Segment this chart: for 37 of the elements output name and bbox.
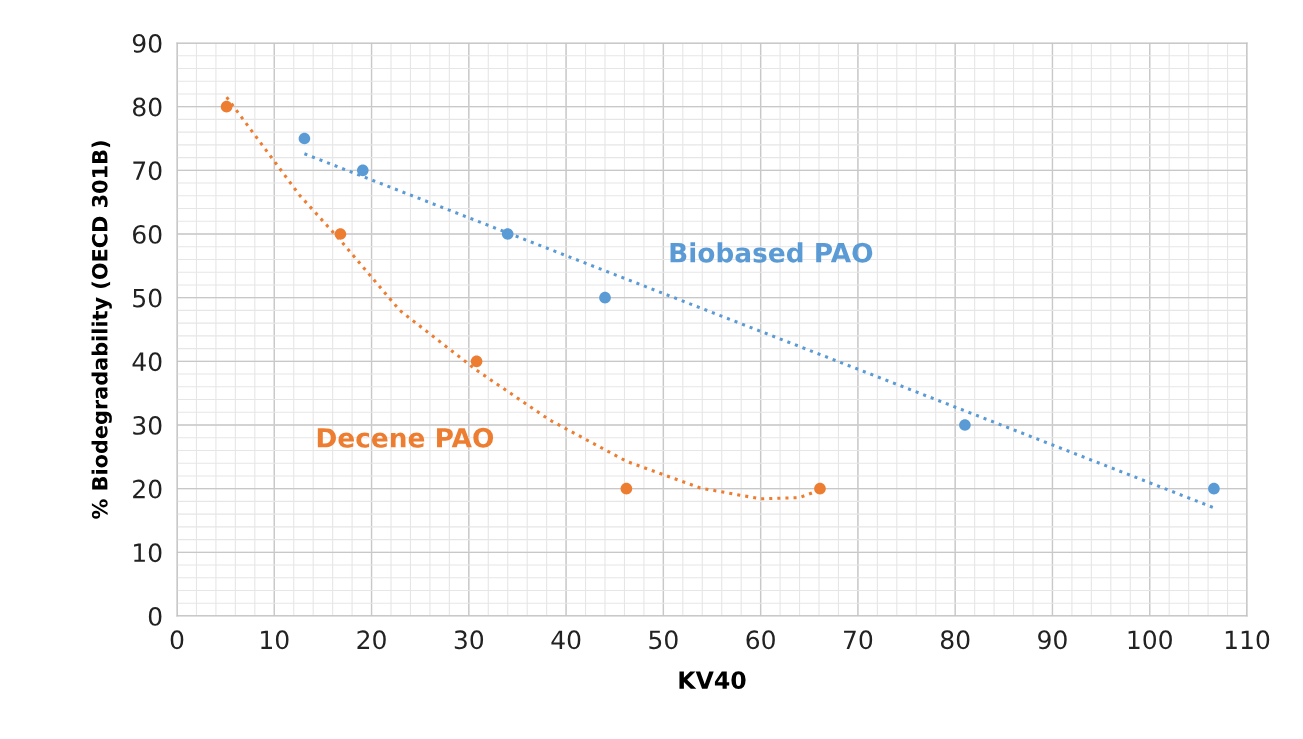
point <box>470 355 483 368</box>
x-tick-label: 30 <box>454 630 484 650</box>
text: Decene PAO <box>317 427 494 448</box>
x-tick-label: 50 <box>649 630 678 650</box>
point <box>620 482 633 495</box>
point <box>599 291 611 304</box>
y-tick-label: 30 <box>133 415 162 435</box>
x-tick-label: 20 <box>357 630 386 650</box>
x-tick-label: 10 <box>261 630 289 650</box>
x-tick-label: 40 <box>551 630 581 650</box>
point <box>356 164 369 177</box>
x-tick-label: 80 <box>940 630 970 650</box>
x-tick-label: 70 <box>844 630 873 650</box>
y-tick-label: 10 <box>134 543 162 563</box>
y-tick-label: 70 <box>133 161 162 181</box>
point <box>298 132 311 145</box>
y-tick-label: 80 <box>132 97 162 117</box>
y-tick-label: 20 <box>133 479 162 499</box>
point <box>959 419 971 431</box>
y-tick-label: 40 <box>132 352 162 372</box>
y-tick-label: 90 <box>132 33 162 53</box>
point <box>501 228 514 240</box>
point <box>1208 482 1220 495</box>
x-tick-label: 100 <box>1128 630 1172 650</box>
y-tick-label: 60 <box>133 224 162 244</box>
y-tick-label: 50 <box>133 288 162 308</box>
x-tick-label: 90 <box>1038 630 1067 650</box>
x-tick-label: 110 <box>1225 630 1270 650</box>
y-axis-title: % Biodegradability (OECD 301B) <box>91 141 112 519</box>
x-tick-label: 0 <box>170 630 184 650</box>
y-tick-label: 0 <box>148 606 162 626</box>
point <box>220 100 233 113</box>
x-axis-title: KV40 <box>679 671 746 690</box>
point <box>814 482 826 495</box>
x-tick-label: 60 <box>746 630 775 650</box>
point <box>334 228 347 240</box>
text: Biobased PAO <box>670 242 873 263</box>
